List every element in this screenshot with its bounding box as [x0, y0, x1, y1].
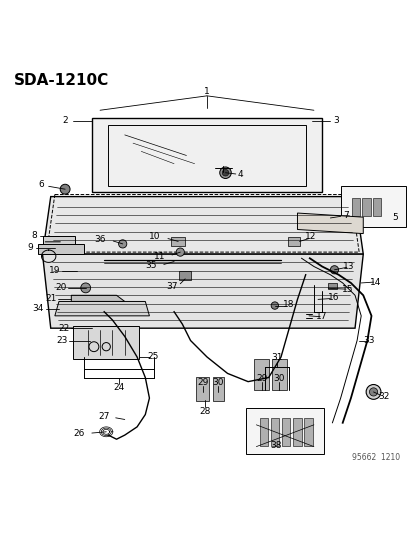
Polygon shape — [43, 236, 75, 248]
Circle shape — [60, 184, 70, 194]
FancyBboxPatch shape — [179, 271, 191, 280]
FancyBboxPatch shape — [288, 237, 299, 246]
Text: 10: 10 — [149, 232, 161, 241]
Text: 1: 1 — [204, 87, 209, 96]
FancyBboxPatch shape — [282, 418, 290, 446]
Text: 31: 31 — [271, 353, 282, 362]
Text: 15: 15 — [342, 285, 353, 294]
FancyBboxPatch shape — [171, 237, 185, 246]
Text: 14: 14 — [369, 278, 380, 287]
FancyBboxPatch shape — [196, 377, 209, 401]
Circle shape — [81, 283, 90, 293]
FancyBboxPatch shape — [73, 326, 139, 359]
Text: 34: 34 — [33, 304, 44, 313]
Text: 32: 32 — [377, 392, 389, 401]
Text: 5: 5 — [391, 214, 397, 222]
Circle shape — [330, 265, 338, 274]
Polygon shape — [38, 244, 83, 254]
FancyBboxPatch shape — [361, 198, 370, 216]
Text: 35: 35 — [145, 261, 157, 270]
Polygon shape — [55, 302, 149, 316]
Text: 19: 19 — [49, 266, 60, 275]
Text: 18: 18 — [282, 300, 294, 309]
Text: SDA-1210C: SDA-1210C — [14, 73, 109, 88]
Text: 30: 30 — [212, 378, 223, 387]
Polygon shape — [43, 254, 362, 328]
Text: 37: 37 — [166, 282, 177, 290]
FancyBboxPatch shape — [259, 418, 268, 446]
Text: 3: 3 — [333, 116, 339, 125]
Text: 22: 22 — [58, 324, 69, 333]
Circle shape — [368, 388, 377, 396]
Text: 27: 27 — [98, 412, 109, 421]
Text: 95662  1210: 95662 1210 — [351, 453, 399, 462]
FancyBboxPatch shape — [372, 198, 380, 216]
Circle shape — [271, 302, 278, 309]
Text: 9: 9 — [27, 244, 33, 253]
FancyBboxPatch shape — [271, 359, 286, 390]
FancyBboxPatch shape — [271, 418, 279, 446]
FancyBboxPatch shape — [212, 377, 223, 401]
Text: 26: 26 — [73, 430, 84, 438]
Text: 16: 16 — [327, 293, 339, 302]
Text: 17: 17 — [316, 312, 327, 321]
FancyBboxPatch shape — [293, 418, 301, 446]
FancyBboxPatch shape — [253, 359, 268, 390]
Polygon shape — [71, 295, 124, 302]
Text: 29: 29 — [197, 378, 208, 387]
Text: 8: 8 — [31, 231, 37, 240]
Text: 13: 13 — [342, 262, 354, 271]
Circle shape — [176, 248, 184, 256]
Text: 28: 28 — [199, 407, 210, 416]
Circle shape — [118, 240, 126, 248]
FancyBboxPatch shape — [245, 408, 323, 454]
Text: 11: 11 — [153, 252, 165, 261]
Circle shape — [219, 167, 231, 179]
Text: 20: 20 — [55, 284, 66, 293]
Polygon shape — [43, 197, 362, 254]
Circle shape — [365, 384, 380, 399]
Text: 25: 25 — [147, 352, 158, 361]
Text: 30: 30 — [273, 374, 285, 383]
Text: 4: 4 — [237, 171, 243, 179]
Text: 29: 29 — [255, 374, 267, 383]
Text: 7: 7 — [342, 211, 348, 220]
Text: 6: 6 — [39, 180, 45, 189]
Text: 36: 36 — [95, 235, 106, 244]
Text: 24: 24 — [113, 383, 124, 392]
Circle shape — [222, 169, 228, 176]
FancyBboxPatch shape — [351, 198, 359, 216]
Text: 2: 2 — [62, 116, 68, 125]
Polygon shape — [297, 213, 362, 233]
Text: 38: 38 — [270, 441, 281, 450]
Text: 21: 21 — [45, 294, 56, 303]
FancyBboxPatch shape — [327, 283, 336, 289]
Polygon shape — [92, 118, 321, 192]
Text: 33: 33 — [363, 336, 374, 345]
FancyBboxPatch shape — [340, 187, 406, 228]
Text: 23: 23 — [56, 336, 67, 345]
Text: 12: 12 — [304, 232, 316, 241]
FancyBboxPatch shape — [304, 418, 312, 446]
